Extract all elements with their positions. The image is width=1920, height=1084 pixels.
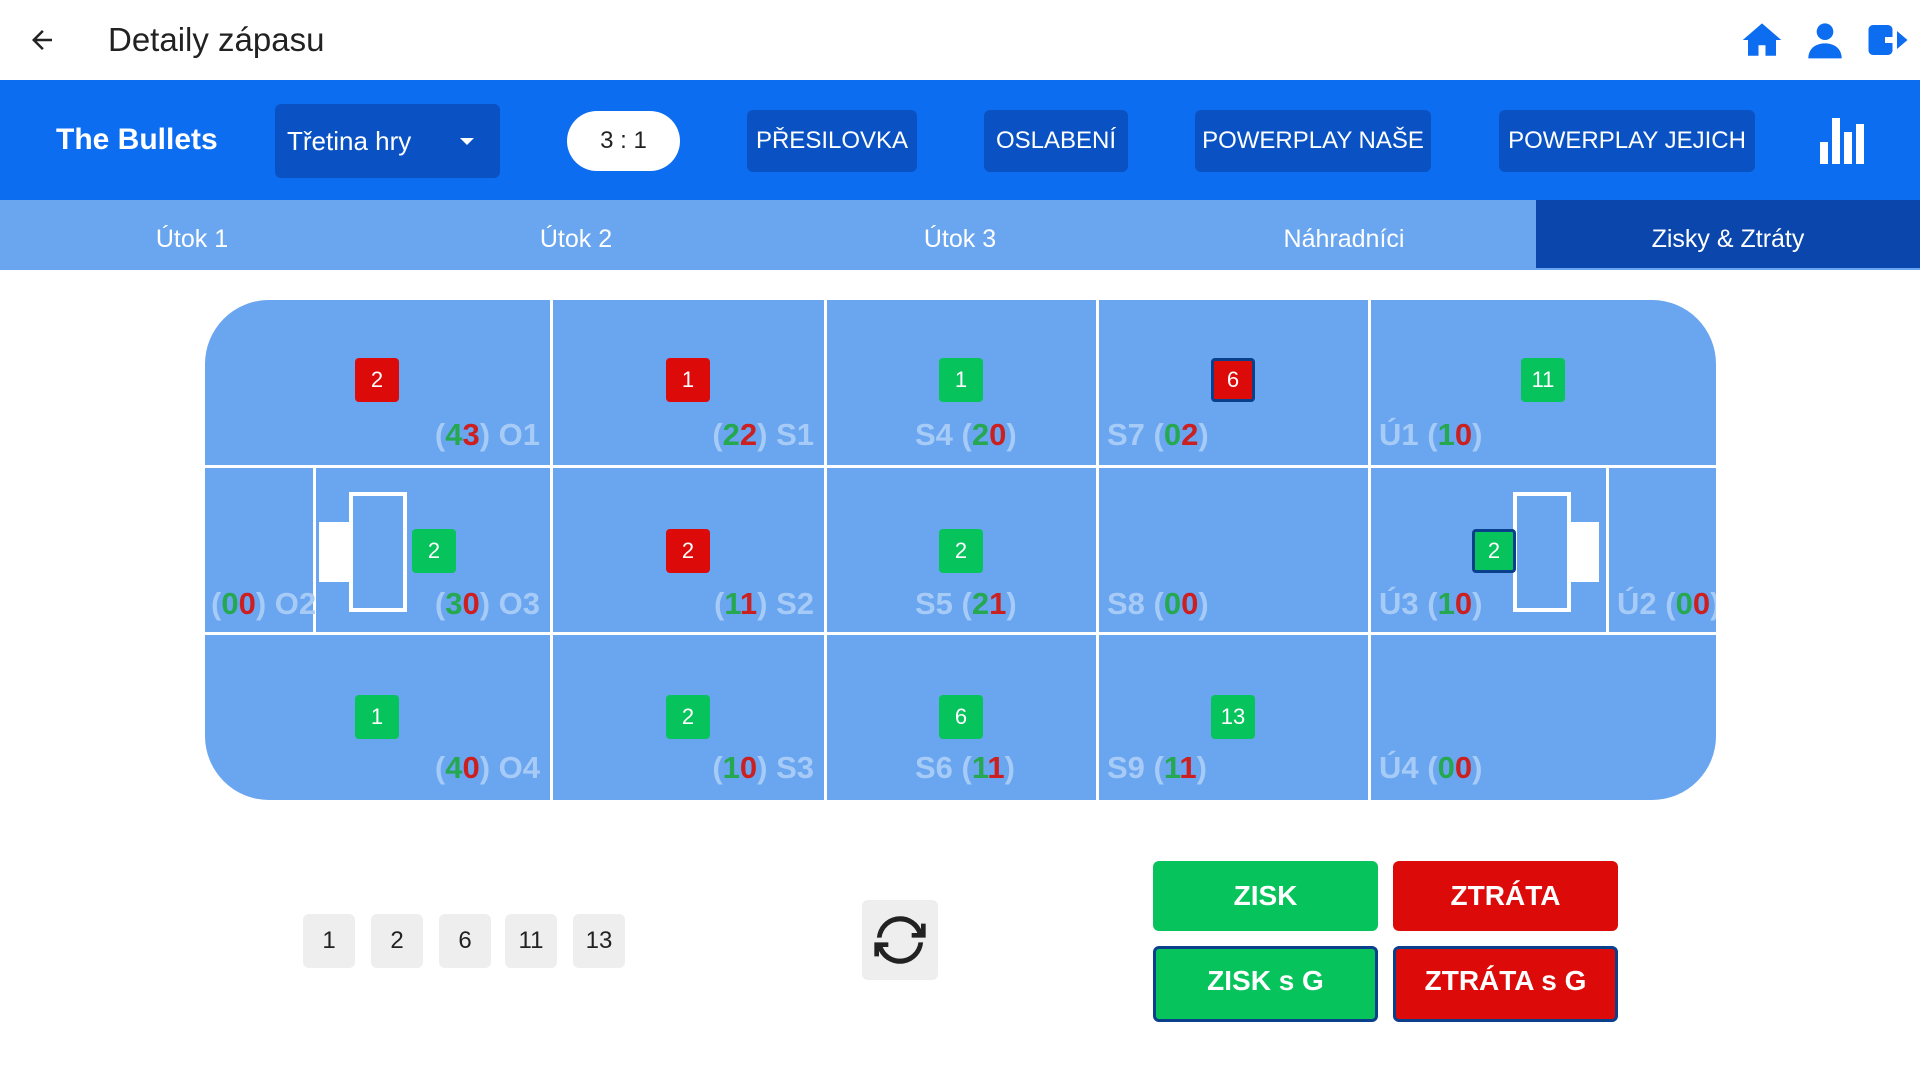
our-powerplay-button[interactable]: POWERPLAY NAŠE: [1195, 110, 1431, 172]
zone-s3[interactable]: 2 (10) S3: [553, 635, 824, 800]
zone-o4-label: (40) O4: [434, 750, 540, 785]
zone-u3-badge[interactable]: 2: [1472, 529, 1516, 573]
zone-u2-label: Ú2 (00): [1617, 586, 1716, 621]
zone-o4-badge[interactable]: 1: [355, 695, 399, 739]
rink-line: [205, 632, 1716, 635]
rink-line: [1096, 300, 1099, 800]
penalty-kill-button[interactable]: OSLABENÍ: [984, 110, 1128, 172]
tab-utok-1[interactable]: Útok 1: [155, 225, 229, 253]
zone-s7-label: S7 (02): [1107, 417, 1209, 452]
match-toolbar: The Bullets Třetina hry 3 : 1 PŘESILOVKA…: [0, 80, 1920, 200]
score-display: 3 : 1: [567, 111, 680, 171]
zone-s9[interactable]: 13 S9 (11): [1099, 635, 1368, 800]
page-title: Detaily zápasu: [108, 21, 325, 58]
home-button[interactable]: [1738, 16, 1786, 64]
zone-u4[interactable]: Ú4 (00): [1371, 635, 1716, 800]
user-icon: [1808, 23, 1842, 59]
back-button[interactable]: [22, 20, 62, 60]
player-chip-1[interactable]: 1: [303, 914, 355, 968]
left-goal: [349, 492, 407, 612]
zone-s6-label: S6 (11): [915, 750, 1015, 785]
arrow-left-icon: [32, 30, 52, 50]
zone-s5-badge[interactable]: 2: [939, 529, 983, 573]
period-select-value: Třetina hry: [287, 126, 412, 156]
zone-s7-badge[interactable]: 6: [1211, 358, 1255, 402]
zone-u1[interactable]: 11 Ú1 (10): [1371, 300, 1716, 465]
rink-line: [205, 465, 1716, 468]
their-powerplay-button[interactable]: POWERPLAY JEJICH: [1499, 110, 1755, 172]
zone-o4[interactable]: 1 (40) O4: [205, 635, 550, 800]
rink-line: [824, 300, 827, 800]
powerplay-button[interactable]: PŘESILOVKA: [747, 110, 917, 172]
zone-u3-label: Ú3 (10): [1379, 586, 1483, 621]
loss-with-goal-button[interactable]: ZTRÁTA s G: [1393, 946, 1618, 1022]
zone-s3-label: (10) S3: [712, 750, 814, 785]
logout-button[interactable]: [1864, 16, 1912, 64]
gain-button[interactable]: ZISK: [1153, 861, 1378, 931]
tab-utok-3[interactable]: Útok 3: [923, 225, 997, 253]
tab-bar: Útok 1 Útok 2 Útok 3 Náhradníci Zisky & …: [0, 200, 1920, 270]
bar-chart-icon[interactable]: [1820, 118, 1864, 164]
zone-s6-badge[interactable]: 6: [939, 695, 983, 739]
zone-s4[interactable]: 1 S4 (20): [827, 300, 1096, 465]
player-chip-11[interactable]: 11: [505, 914, 557, 968]
rink-field: 2 (43) O1 1 (22) S1 1 S4 (20) 6 S7 (02) …: [205, 300, 1716, 800]
home-icon: [1742, 23, 1782, 56]
period-select[interactable]: Třetina hry: [275, 104, 500, 178]
player-chip-6[interactable]: 6: [439, 914, 491, 968]
zone-o1-badge[interactable]: 2: [355, 358, 399, 402]
zone-s9-badge[interactable]: 13: [1211, 695, 1255, 739]
zone-s3-badge[interactable]: 2: [666, 695, 710, 739]
zone-u1-badge[interactable]: 11: [1521, 358, 1565, 402]
zone-o2[interactable]: (00) O2: [205, 468, 317, 632]
tab-zisky-ztraty[interactable]: Zisky & Ztráty: [1536, 200, 1920, 268]
zone-o3-badge[interactable]: 2: [412, 529, 456, 573]
left-goal-net: [319, 522, 351, 582]
zone-s4-label: S4 (20): [915, 417, 1017, 452]
zone-s2-label: (11) S2: [714, 586, 814, 621]
zone-s8-label: S8 (00): [1107, 586, 1209, 621]
zone-s2-badge[interactable]: 2: [666, 529, 710, 573]
zone-s8[interactable]: S8 (00): [1099, 468, 1368, 632]
refresh-icon: [874, 916, 926, 964]
rink-line: [550, 300, 553, 800]
zone-o3[interactable]: 2 (30) O3: [316, 468, 550, 632]
tab-nahradnici[interactable]: Náhradníci: [1283, 225, 1405, 253]
app-bar: Detaily zápasu: [0, 0, 1920, 80]
tab-utok-2[interactable]: Útok 2: [539, 225, 613, 253]
player-chip-13[interactable]: 13: [573, 914, 625, 968]
rink-line: [1368, 300, 1371, 800]
zone-o2-label: (00) O2: [211, 586, 317, 621]
zone-s9-label: S9 (11): [1107, 750, 1207, 785]
player-chip-2[interactable]: 2: [371, 914, 423, 968]
zone-u3[interactable]: 2 Ú3 (10): [1371, 468, 1606, 632]
loss-button[interactable]: ZTRÁTA: [1393, 861, 1618, 931]
zone-u4-label: Ú4 (00): [1379, 750, 1483, 785]
zone-s2[interactable]: 2 (11) S2: [553, 468, 824, 632]
logout-icon: [1868, 25, 1908, 55]
profile-button[interactable]: [1801, 16, 1849, 64]
zone-o3-label: (30) O3: [434, 586, 540, 621]
zone-s6[interactable]: 6 S6 (11): [827, 635, 1096, 800]
team-name: The Bullets: [56, 123, 218, 156]
zone-s5-label: S5 (21): [915, 586, 1017, 621]
zone-s1-label: (22) S1: [712, 417, 814, 452]
caret-down-icon: [460, 138, 474, 145]
zone-u2[interactable]: Ú2 (00): [1609, 468, 1716, 632]
rink-line: [1606, 468, 1609, 632]
rink-line: [313, 468, 316, 632]
zone-s1-badge[interactable]: 1: [666, 358, 710, 402]
zone-o1-label: (43) O1: [434, 417, 540, 452]
zone-s1[interactable]: 1 (22) S1: [553, 300, 824, 465]
right-goal-net: [1567, 522, 1599, 582]
zone-s5[interactable]: 2 S5 (21): [827, 468, 1096, 632]
swap-button[interactable]: [862, 900, 938, 980]
zone-o1[interactable]: 2 (43) O1: [205, 300, 550, 465]
gain-with-goal-button[interactable]: ZISK s G: [1153, 946, 1378, 1022]
zone-s4-badge[interactable]: 1: [939, 358, 983, 402]
zone-s7[interactable]: 6 S7 (02): [1099, 300, 1368, 465]
zone-u1-label: Ú1 (10): [1379, 417, 1483, 452]
